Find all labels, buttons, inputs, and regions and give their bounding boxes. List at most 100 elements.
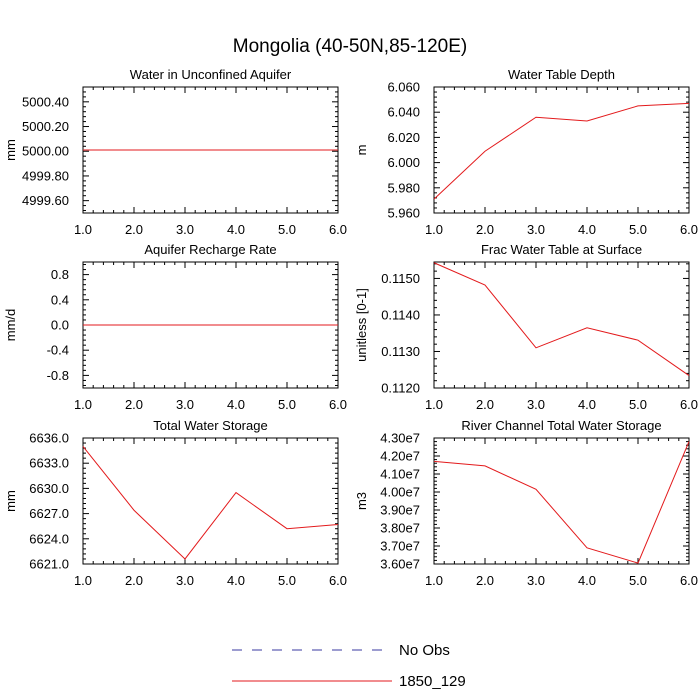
x-tick-label: 2.0 bbox=[125, 397, 143, 412]
plot-frame bbox=[433, 261, 690, 389]
y-tick-label: 6.060 bbox=[387, 80, 420, 95]
y-tick-label: 0.1140 bbox=[381, 307, 420, 322]
y-axis-label: m bbox=[354, 145, 369, 156]
y-tick-label: 3.80e7 bbox=[380, 521, 420, 536]
legend-label-1850-129: 1850_129 bbox=[399, 673, 466, 690]
series-line-1850-129 bbox=[433, 262, 690, 376]
y-tick-label: 3.90e7 bbox=[380, 503, 420, 518]
panel-title: Total Water Storage bbox=[153, 418, 267, 433]
x-tick-label: 4.0 bbox=[227, 397, 245, 412]
y-axis-label: mm bbox=[3, 139, 18, 161]
y-tick-label: 5000.20 bbox=[22, 119, 69, 134]
figure-title: Mongolia (40-50N,85-120E) bbox=[233, 36, 467, 57]
panel-aquifer-recharge-rate: Aquifer Recharge Rate mm/d 1.0 2.0 3.0 4.0 5.0… bbox=[3, 242, 347, 412]
panel-river-channel-total-water-storage: River Channel Total Water Storage m3 1.0 2.… bbox=[354, 418, 698, 588]
y-tick-label: 0.1120 bbox=[381, 381, 420, 396]
plot-frame bbox=[82, 437, 339, 565]
panel-total-water-storage: Total Water Storage mm 1.0 2.0 3.0 4.0 5.0 6.0 6… bbox=[3, 418, 347, 588]
y-tick-label: 0.0 bbox=[51, 318, 69, 333]
x-tick-label: 1.0 bbox=[425, 397, 443, 412]
y-tick-label: 0.4 bbox=[51, 292, 69, 307]
y-tick-label: 3.70e7 bbox=[380, 539, 420, 554]
x-tick-label: 6.0 bbox=[329, 397, 347, 412]
x-tick-label: 5.0 bbox=[629, 222, 647, 237]
y-tick-label: 5000.40 bbox=[22, 94, 69, 109]
x-tick-label: 3.0 bbox=[527, 573, 545, 588]
y-tick-label: 6636.0 bbox=[29, 431, 69, 446]
y-axis-label: m3 bbox=[354, 492, 369, 510]
panel-title: Water in Unconfined Aquifer bbox=[130, 67, 292, 82]
y-tick-label: 4.20e7 bbox=[380, 449, 420, 464]
plot-frame bbox=[433, 86, 690, 214]
x-tick-label: 5.0 bbox=[629, 397, 647, 412]
y-tick-label: 5.960 bbox=[387, 206, 420, 221]
x-tick-label: 4.0 bbox=[578, 222, 596, 237]
panel-frac-water-table-at-surface: Frac Water Table at Surface unitless [0-1… bbox=[354, 242, 698, 412]
series-line-1850-129 bbox=[82, 446, 339, 560]
x-tick-label: 4.0 bbox=[227, 573, 245, 588]
panel-title: River Channel Total Water Storage bbox=[461, 418, 661, 433]
x-tick-label: 1.0 bbox=[74, 222, 92, 237]
y-axis-label: mm bbox=[3, 490, 18, 512]
series-line-1850-129 bbox=[433, 102, 690, 200]
x-tick-label: 5.0 bbox=[278, 222, 296, 237]
y-tick-label: 5.980 bbox=[387, 180, 420, 195]
y-tick-label: 4.10e7 bbox=[380, 467, 420, 482]
y-tick-label: 6624.0 bbox=[29, 531, 69, 546]
x-tick-label: 6.0 bbox=[680, 397, 698, 412]
y-tick-label: 6.020 bbox=[387, 130, 420, 145]
x-tick-label: 5.0 bbox=[278, 397, 296, 412]
x-tick-label: 6.0 bbox=[680, 573, 698, 588]
panel-water-in-unconfined-aquifer: Water in Unconfined Aquifer mm 1.0 2.0 3.0 4.… bbox=[3, 67, 347, 237]
y-tick-label: 0.8 bbox=[51, 267, 69, 282]
x-tick-label: 5.0 bbox=[278, 573, 296, 588]
y-tick-label: 6.040 bbox=[387, 105, 420, 120]
x-tick-label: 3.0 bbox=[527, 222, 545, 237]
panels: Water in Unconfined Aquifer mm 1.0 2.0 3.0 4.… bbox=[3, 67, 698, 588]
y-tick-label: 4999.80 bbox=[22, 168, 69, 183]
x-tick-label: 2.0 bbox=[125, 573, 143, 588]
x-tick-label: 3.0 bbox=[176, 222, 194, 237]
legend-label-no-obs: No Obs bbox=[399, 642, 450, 659]
y-tick-label: 6633.0 bbox=[29, 456, 69, 471]
y-tick-label: 6630.0 bbox=[29, 481, 69, 496]
x-tick-label: 1.0 bbox=[74, 573, 92, 588]
x-tick-label: 2.0 bbox=[476, 222, 494, 237]
y-tick-label: 0.1150 bbox=[381, 271, 420, 286]
y-tick-label: 5000.00 bbox=[22, 144, 69, 159]
x-tick-label: 4.0 bbox=[227, 222, 245, 237]
y-tick-label: 0.1130 bbox=[381, 344, 420, 359]
panel-water-table-depth: Water Table Depth m 1.0 2.0 3.0 4.0 5.0 6.0 5.96… bbox=[354, 67, 698, 237]
y-tick-label: 3.60e7 bbox=[380, 557, 420, 572]
y-tick-label: 4.30e7 bbox=[380, 431, 420, 446]
x-tick-label: 3.0 bbox=[527, 397, 545, 412]
x-tick-label: 5.0 bbox=[629, 573, 647, 588]
x-tick-label: 3.0 bbox=[176, 397, 194, 412]
panel-title: Frac Water Table at Surface bbox=[481, 242, 642, 257]
y-tick-label: 6.000 bbox=[387, 155, 420, 170]
x-tick-label: 6.0 bbox=[329, 573, 347, 588]
y-tick-label: -0.8 bbox=[47, 368, 69, 383]
x-tick-label: 1.0 bbox=[425, 573, 443, 588]
x-tick-label: 4.0 bbox=[578, 573, 596, 588]
x-tick-label: 6.0 bbox=[329, 222, 347, 237]
y-tick-label: 6621.0 bbox=[29, 557, 69, 572]
plot-frame bbox=[433, 437, 690, 565]
x-tick-label: 3.0 bbox=[176, 573, 194, 588]
x-tick-label: 1.0 bbox=[74, 397, 92, 412]
x-tick-label: 1.0 bbox=[425, 222, 443, 237]
y-axis-label: unitless [0-1] bbox=[354, 288, 369, 362]
legend: No Obs 1850_129 bbox=[232, 642, 466, 690]
panel-title: Aquifer Recharge Rate bbox=[144, 242, 276, 257]
x-tick-label: 2.0 bbox=[476, 573, 494, 588]
y-tick-label: 6627.0 bbox=[29, 506, 69, 521]
panel-title: Water Table Depth bbox=[508, 67, 615, 82]
x-tick-label: 6.0 bbox=[680, 222, 698, 237]
series-line-1850-129 bbox=[433, 441, 690, 564]
x-tick-label: 4.0 bbox=[578, 397, 596, 412]
y-axis-label: mm/d bbox=[3, 309, 18, 342]
x-tick-label: 2.0 bbox=[476, 397, 494, 412]
y-tick-label: -0.4 bbox=[47, 343, 69, 358]
x-tick-label: 2.0 bbox=[125, 222, 143, 237]
